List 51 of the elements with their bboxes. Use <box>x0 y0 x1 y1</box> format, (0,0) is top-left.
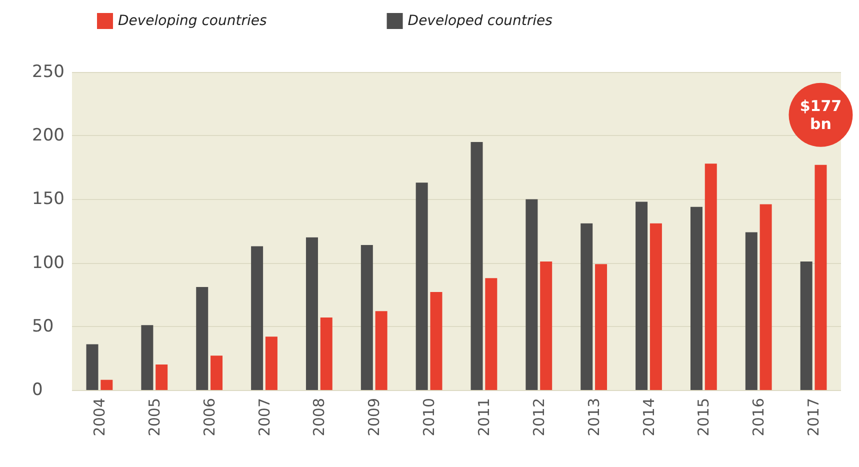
y-tick-label: 250 <box>32 62 64 82</box>
x-tick-label: 2011 <box>474 398 493 436</box>
bar <box>375 311 388 390</box>
bar <box>470 142 483 390</box>
x-tick-label: 2007 <box>255 398 274 436</box>
x-tick-label: 2009 <box>365 398 384 436</box>
bar <box>814 164 827 390</box>
x-tick-label: 2008 <box>310 398 328 436</box>
legend-label: Developed countries <box>408 13 552 29</box>
bar <box>526 199 538 390</box>
legend-label: Developing countries <box>118 13 267 29</box>
x-tick-label: 2014 <box>640 398 658 436</box>
bar <box>196 286 208 390</box>
x-tick-label: 2004 <box>90 398 108 436</box>
bar <box>540 262 552 390</box>
bar <box>210 356 223 390</box>
bar <box>595 264 608 390</box>
bar <box>416 182 428 390</box>
bar <box>86 344 98 390</box>
x-tick-label: 2012 <box>530 398 548 436</box>
bar <box>141 325 154 390</box>
bar <box>360 244 373 390</box>
x-tick-label: 2006 <box>200 398 218 436</box>
x-tick-label: 2017 <box>804 398 823 436</box>
bar <box>156 364 168 390</box>
annotation: $177 bn <box>800 96 842 133</box>
bar <box>636 202 648 390</box>
x-tick-label: 2013 <box>584 398 603 436</box>
bar <box>704 164 717 390</box>
bar <box>650 223 662 390</box>
x-tick-label: 2015 <box>694 398 713 436</box>
y-tick-label: 0 <box>32 380 43 400</box>
bar <box>760 204 772 390</box>
bar <box>430 292 442 390</box>
x-tick-label: 2010 <box>420 398 438 436</box>
bar <box>690 206 702 390</box>
bar <box>100 380 113 390</box>
y-tick-label: 50 <box>32 316 54 336</box>
bar <box>800 262 812 390</box>
bar <box>580 223 593 390</box>
y-tick-label: 100 <box>32 252 64 273</box>
bar <box>265 336 278 390</box>
y-tick-label: 200 <box>32 126 64 146</box>
bar <box>485 278 498 390</box>
bar <box>745 232 758 390</box>
x-tick-label: 2005 <box>145 398 164 436</box>
bar <box>251 246 264 390</box>
y-tick-label: 150 <box>32 189 64 210</box>
bar <box>306 237 318 390</box>
x-tick-label: 2016 <box>750 398 768 436</box>
bar <box>320 317 332 390</box>
